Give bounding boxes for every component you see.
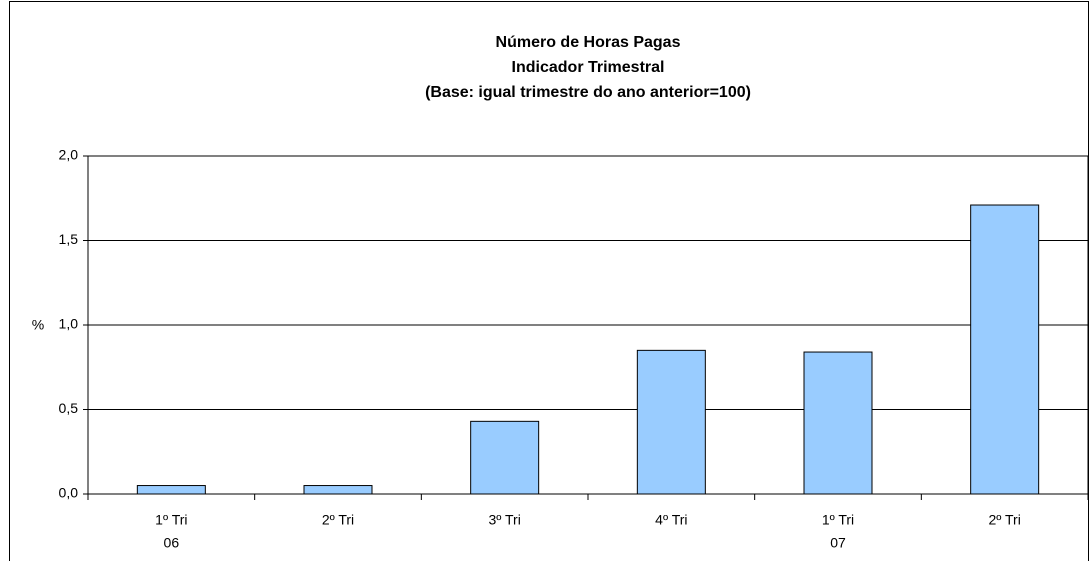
x-tick-label: 3º Tri — [488, 512, 520, 528]
chart-frame — [9, 1, 1089, 561]
bar — [970, 204, 1040, 495]
bar — [803, 351, 873, 495]
x-tick-label: 2º Tri — [988, 512, 1020, 528]
bar — [136, 485, 206, 495]
chart-title: Número de Horas Pagas — [496, 34, 681, 51]
bar — [470, 420, 540, 495]
x-tick-label: 1º Tri — [155, 512, 187, 528]
x-tick-label: 2º Tri — [322, 512, 354, 528]
y-tick-label: 2,0 — [59, 147, 79, 163]
y-tick-label: 0,0 — [59, 485, 79, 501]
x-tick-label: 1º Tri — [822, 512, 854, 528]
y-axis-label: % — [32, 317, 44, 333]
chart-subtitle: (Base: igual trimestre do ano anterior=1… — [425, 84, 751, 101]
x-tick-label: 4º Tri — [655, 512, 687, 528]
bar — [636, 349, 706, 495]
chart-subtitle: Indicador Trimestral — [512, 59, 665, 76]
bar — [303, 485, 373, 495]
y-tick-label: 1,5 — [59, 231, 79, 247]
y-tick-label: 1,0 — [59, 316, 79, 332]
x-group-label: 07 — [830, 535, 846, 551]
y-tick-label: 0,5 — [59, 400, 79, 416]
x-group-label: 06 — [164, 535, 180, 551]
